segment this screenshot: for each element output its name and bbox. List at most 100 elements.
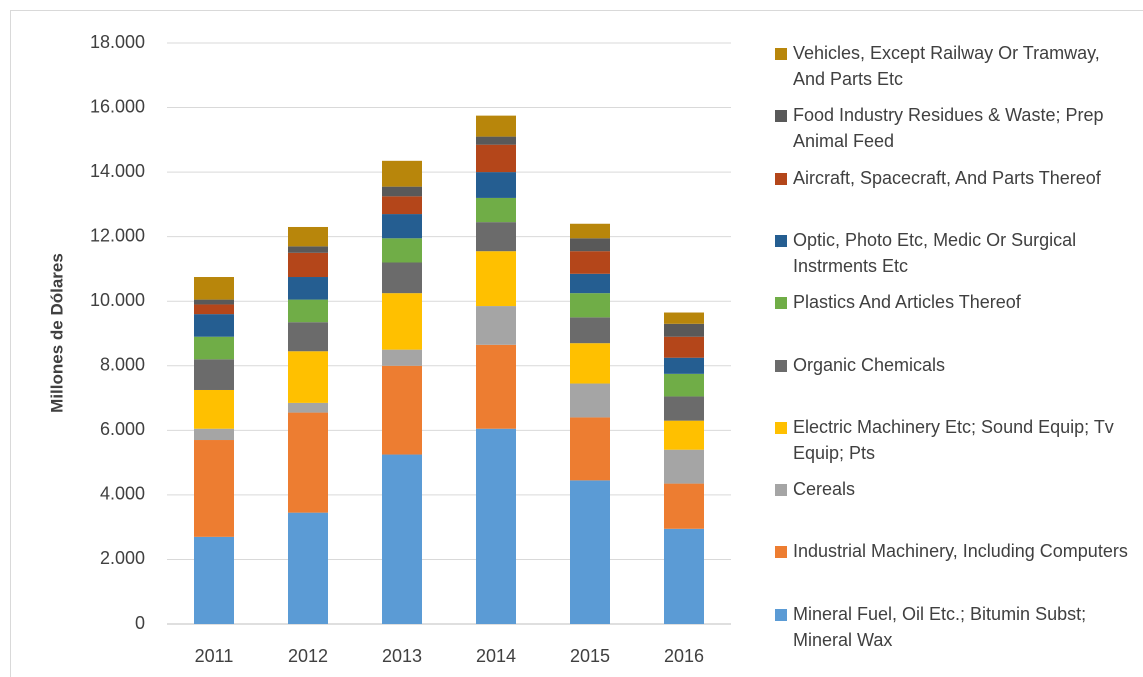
y-axis-title: Millones de Dólares xyxy=(47,253,66,413)
bar-segment xyxy=(194,299,234,305)
legend-label: Aircraft, Spacecraft, And Parts Thereof xyxy=(793,167,1101,188)
y-tick-label: 2.000 xyxy=(100,548,145,568)
legend-swatch xyxy=(775,297,787,310)
bar-segment xyxy=(476,222,516,252)
x-tick-label: 2016 xyxy=(664,646,704,666)
bar-segment xyxy=(476,306,516,345)
y-tick-label: 16.000 xyxy=(90,96,145,116)
bar-segment xyxy=(288,402,328,413)
bar-segment xyxy=(194,314,234,337)
x-tick-label: 2012 xyxy=(288,646,328,666)
bar-segment xyxy=(382,349,422,366)
bar-segment xyxy=(476,115,516,137)
bar-segment xyxy=(194,536,234,624)
bar-segment xyxy=(664,449,704,484)
bar-segment xyxy=(288,322,328,352)
bar-segment xyxy=(194,304,234,315)
bar-segment xyxy=(382,160,422,187)
bar-segment xyxy=(382,365,422,455)
legend-swatch xyxy=(775,110,787,123)
y-tick-label: 4.000 xyxy=(100,484,145,504)
legend-label: Organic Chemicals xyxy=(793,354,946,375)
bar-segment xyxy=(382,196,422,215)
legend-swatch xyxy=(775,546,787,559)
legend-item: Plastics And Articles Thereof xyxy=(775,289,1133,315)
legend-item: Mineral Fuel, Oil Etc.; Bitumin Subst; M… xyxy=(775,601,1133,653)
bar-segment xyxy=(476,428,516,624)
bar-segment xyxy=(570,223,610,239)
bar-segment xyxy=(664,357,704,374)
bar-segment xyxy=(664,528,704,624)
chart-border xyxy=(10,10,1143,677)
bar-segment xyxy=(288,277,328,300)
legend-swatch xyxy=(775,608,787,621)
y-tick-label: 12.000 xyxy=(90,225,145,245)
y-tick-label: 6.000 xyxy=(100,419,145,439)
legend-label: Electric Machinery Etc; Sound Equip; Tv … xyxy=(793,416,1114,463)
bar-segment xyxy=(288,252,328,278)
bar-segment xyxy=(570,317,610,344)
bar-segment xyxy=(664,323,704,337)
bar-segment xyxy=(382,238,422,263)
y-tick-label: 0 xyxy=(135,613,145,633)
bar-segment xyxy=(570,293,610,318)
bar-segment xyxy=(382,214,422,239)
legend-swatch xyxy=(775,421,787,434)
legend-swatch xyxy=(775,484,787,497)
bar-segment xyxy=(664,373,704,397)
bar-segment xyxy=(664,483,704,529)
legend-item: Organic Chemicals xyxy=(775,352,1133,378)
bar-segment xyxy=(382,293,422,350)
legend-item: Cereals xyxy=(775,476,1133,502)
bar-segment xyxy=(194,440,234,537)
legend-item: Aircraft, Spacecraft, And Parts Thereof xyxy=(775,165,1133,191)
x-tick-label: 2014 xyxy=(476,646,516,666)
legend-label: Industrial Machinery, Including Computer… xyxy=(793,541,1128,562)
bar-segment xyxy=(194,428,234,441)
bar-segment xyxy=(664,396,704,421)
x-tick-label: 2013 xyxy=(382,646,422,666)
bar-segment xyxy=(476,344,516,429)
bar-segment xyxy=(570,417,610,481)
bar-segment xyxy=(288,246,328,253)
bar-segment xyxy=(570,343,610,384)
legend-label: Cereals xyxy=(793,479,856,500)
y-tick-label: 14.000 xyxy=(90,161,145,181)
legend-swatch xyxy=(775,234,787,247)
bar-segment xyxy=(476,197,516,223)
bar-segment xyxy=(194,277,234,300)
bar-segment xyxy=(476,251,516,307)
y-tick-label: 18.000 xyxy=(90,32,145,52)
legend-item: Optic, Photo Etc, Medic Or Surgical Inst… xyxy=(775,227,1133,279)
bar-segment xyxy=(570,273,610,294)
x-tick-label: 2015 xyxy=(570,646,610,666)
y-tick-label: 8.000 xyxy=(100,355,145,375)
bar-segment xyxy=(288,512,328,624)
bar-segment xyxy=(570,383,610,418)
legend-swatch xyxy=(775,48,787,60)
legend-item: Electric Machinery Etc; Sound Equip; Tv … xyxy=(775,414,1133,466)
bar-segment xyxy=(570,480,610,624)
legend-item: Food Industry Residues & Waste; Prep Ani… xyxy=(775,102,1133,154)
bar-segment xyxy=(382,186,422,197)
legend-label: Vehicles, Except Railway Or Tramway, And… xyxy=(793,43,1100,89)
y-tick-label: 10.000 xyxy=(90,290,145,310)
bar-segment xyxy=(664,420,704,450)
bar-segment xyxy=(288,299,328,323)
bar-segment xyxy=(194,359,234,390)
bar-segment xyxy=(476,144,516,173)
bar-segment xyxy=(570,238,610,252)
bar-segment xyxy=(476,136,516,145)
legend-item: Vehicles, Except Railway Or Tramway, And… xyxy=(775,40,1133,92)
legend-item: Industrial Machinery, Including Computer… xyxy=(775,538,1133,564)
bar-segment xyxy=(664,312,704,324)
x-tick-label: 2011 xyxy=(195,646,234,666)
bar-segment xyxy=(194,389,234,429)
bar-segment xyxy=(288,351,328,403)
bar-segment xyxy=(194,336,234,360)
legend-label: Plastics And Articles Thereof xyxy=(793,292,1021,313)
legend-swatch xyxy=(775,172,787,185)
bar-segment xyxy=(476,172,516,198)
